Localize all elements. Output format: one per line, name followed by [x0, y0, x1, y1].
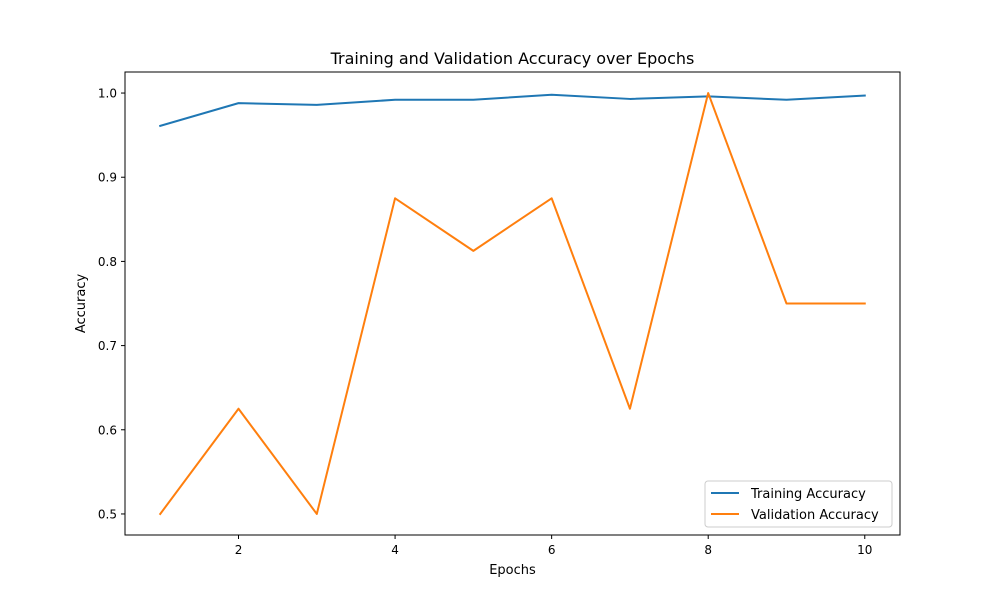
y-tick-label: 0.8 [98, 255, 117, 269]
x-tick-label: 4 [391, 543, 399, 557]
y-tick-label: 0.9 [98, 171, 117, 185]
legend-label-validation-accuracy: Validation Accuracy [751, 508, 879, 523]
x-axis-label: Epochs [489, 563, 536, 578]
series-line-training-accuracy [158, 93, 866, 128]
y-axis-ticks: 0.5 0.6 0.7 0.8 0.9 1.0 [98, 87, 125, 521]
legend: Training Accuracy Validation Accuracy [704, 480, 893, 528]
y-tick-label: 0.5 [98, 507, 117, 521]
y-axis-label: Accuracy [74, 274, 89, 334]
x-tick-label: 6 [548, 543, 556, 557]
x-tick-label: 8 [704, 543, 712, 557]
series-line-validation-accuracy [158, 92, 866, 516]
y-tick-label: 1.0 [98, 87, 117, 101]
x-tick-label: 10 [857, 543, 872, 557]
x-tick-label: 2 [235, 543, 243, 557]
legend-label-training-accuracy: Training Accuracy [750, 487, 866, 502]
series-lines [158, 92, 866, 516]
legend-box [704, 480, 893, 528]
chart-title: Training and Validation Accuracy over Ep… [330, 49, 695, 68]
y-tick-label: 0.7 [98, 339, 117, 353]
y-tick-label: 0.6 [98, 423, 117, 437]
x-axis-ticks: 2 4 6 8 10 [235, 535, 872, 557]
plot-area-frame [124, 71, 901, 536]
